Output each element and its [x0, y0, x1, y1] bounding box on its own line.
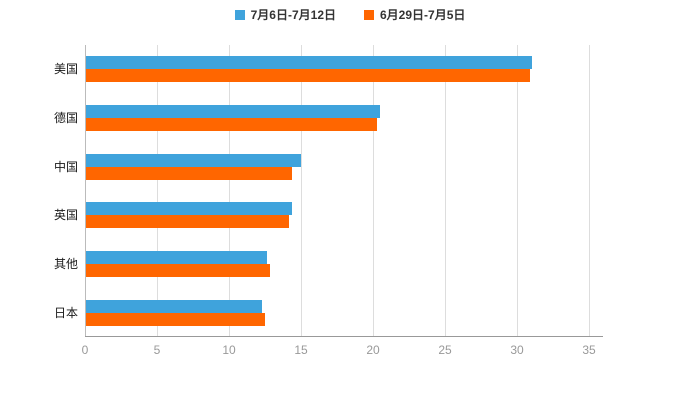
bar-series2-cat0[interactable]: [86, 69, 530, 82]
category-label-1: 德国: [53, 111, 78, 125]
category-label-5: 日本: [53, 306, 78, 320]
legend-item-series1[interactable]: 7月6日-7月12日: [234, 6, 336, 23]
bar-series2-cat1[interactable]: [86, 118, 377, 131]
plot-area: [85, 45, 603, 337]
bar-series2-cat2[interactable]: [86, 167, 292, 180]
y-axis-line: [85, 45, 86, 336]
x-tick-label: 15: [294, 343, 308, 357]
legend-swatch-blue-icon: [234, 9, 245, 20]
bar-series1-cat4[interactable]: [86, 251, 267, 264]
category-label-0: 美国: [53, 62, 78, 76]
bar-series2-cat4[interactable]: [86, 264, 270, 277]
x-gridline: [373, 45, 374, 336]
category-label-3: 英国: [53, 208, 78, 222]
bar-series1-cat3[interactable]: [86, 202, 292, 215]
x-tick-label: 10: [222, 343, 236, 357]
legend-label-series2: 6月29日-7月5日: [380, 8, 466, 22]
x-gridline: [589, 45, 590, 336]
x-tick-label: 5: [153, 343, 161, 357]
bar-series1-cat5[interactable]: [86, 300, 262, 313]
legend-label-series1: 7月6日-7月12日: [250, 8, 336, 22]
category-label-4: 其他: [53, 257, 78, 271]
bar-series1-cat0[interactable]: [86, 56, 532, 69]
x-tick-label: 35: [582, 343, 596, 357]
x-tick-label: 25: [438, 343, 452, 357]
legend: 7月6日-7月12日 6月29日-7月5日: [0, 6, 700, 23]
x-tick-label: 20: [366, 343, 380, 357]
legend-item-series2[interactable]: 6月29日-7月5日: [364, 6, 465, 23]
category-label-2: 中国: [53, 160, 78, 174]
x-gridline: [301, 45, 302, 336]
bar-series2-cat3[interactable]: [86, 215, 289, 228]
legend-swatch-orange-icon: [364, 9, 374, 20]
x-tick-label: 0: [81, 343, 89, 357]
bar-series2-cat5[interactable]: [86, 313, 265, 326]
x-gridline: [445, 45, 446, 336]
x-gridline: [517, 45, 518, 336]
x-gridline: [157, 45, 158, 336]
bar-series1-cat2[interactable]: [86, 154, 301, 167]
x-tick-label: 30: [510, 343, 524, 357]
x-gridline: [229, 45, 230, 336]
bar-series1-cat1[interactable]: [86, 105, 380, 118]
